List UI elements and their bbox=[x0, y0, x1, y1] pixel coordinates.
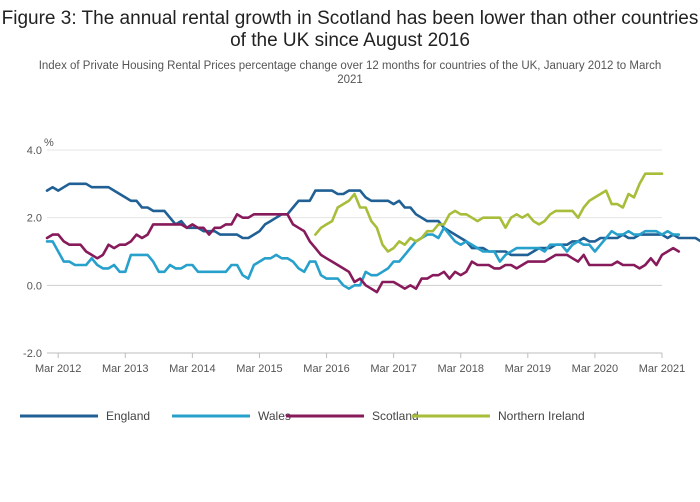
y-tick-label: 0.0 bbox=[27, 280, 42, 292]
chart-title: Figure 3: The annual rental growth in Sc… bbox=[1, 8, 699, 51]
legend-label: Northern Ireland bbox=[498, 409, 585, 423]
chart-subtitle: Index of Private Housing Rental Prices p… bbox=[38, 60, 662, 86]
series-lines bbox=[45, 172, 700, 294]
series-line-scotland bbox=[45, 213, 681, 294]
y-tick-label: -2.0 bbox=[23, 348, 42, 360]
x-tick-label: Mar 2017 bbox=[370, 363, 416, 375]
x-tick-label: Mar 2012 bbox=[35, 363, 81, 375]
x-tick-label: Mar 2014 bbox=[169, 363, 215, 375]
series-line-wales bbox=[45, 226, 681, 291]
x-tick-label: Mar 2018 bbox=[437, 363, 483, 375]
x-axis: Mar 2012 Mar 2013 Mar 2014 Mar 2015 Mar 2016… bbox=[35, 352, 685, 375]
x-tick-label: Mar 2019 bbox=[505, 363, 551, 375]
series-line-northern-ireland bbox=[314, 172, 664, 253]
grid-lines bbox=[47, 149, 662, 354]
x-tick-label: Mar 2020 bbox=[572, 363, 618, 375]
legend-label: England bbox=[106, 409, 150, 423]
y-tick-label: 4.0 bbox=[27, 145, 42, 157]
x-tick-label: Mar 2015 bbox=[236, 363, 282, 375]
legend-label: Scotland bbox=[372, 409, 419, 423]
x-tick-label: Mar 2013 bbox=[102, 363, 148, 375]
legend-item-england[interactable]: England bbox=[20, 409, 150, 423]
x-tick-label: Mar 2016 bbox=[303, 363, 349, 375]
legend[interactable]: England Wales Scotland Northern Ireland bbox=[20, 409, 585, 423]
y-axis-label: % bbox=[44, 137, 54, 149]
y-axis-ticks: 4.0 2.0 0.0 -2.0 bbox=[23, 145, 42, 360]
y-tick-label: 2.0 bbox=[27, 213, 42, 225]
legend-item-northern-ireland[interactable]: Northern Ireland bbox=[412, 409, 585, 423]
legend-item-scotland[interactable]: Scotland bbox=[286, 409, 419, 423]
legend-item-wales[interactable]: Wales bbox=[172, 409, 291, 423]
legend-label: Wales bbox=[258, 409, 291, 423]
x-tick-label: Mar 2021 bbox=[639, 363, 685, 375]
